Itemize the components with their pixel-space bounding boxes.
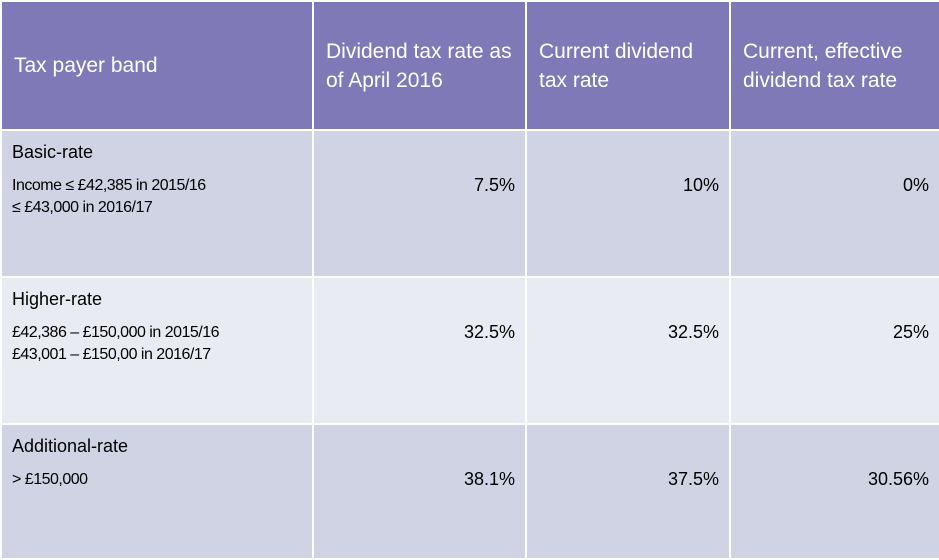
band-name: Basic-rate — [12, 142, 94, 162]
effective-rate-cell: 0% — [731, 131, 939, 276]
band-name: Additional-rate — [12, 436, 129, 456]
header-dividend-rate-april-2016: Dividend tax rate as of April 2016 — [314, 2, 525, 129]
table-row: Basic-rate Income ≤ £42,385 in 2015/16 ≤… — [2, 131, 939, 276]
current-rate-cell: 37.5% — [527, 425, 729, 558]
band-detail: > £150,000 — [12, 471, 88, 488]
table-header: Tax payer band Dividend tax rate as of A… — [2, 2, 939, 129]
current-rate-cell: 32.5% — [527, 278, 729, 423]
header-current-dividend-rate: Current dividend tax rate — [527, 2, 729, 129]
band-detail: Income ≤ £42,385 in 2015/16 ≤ £43,000 in… — [12, 177, 206, 216]
header-tax-payer-band: Tax payer band — [2, 2, 312, 129]
header-effective-dividend-rate: Current, effective dividend tax rate — [731, 2, 939, 129]
rate-april-2016-cell: 38.1% — [314, 425, 525, 558]
table-row: Additional-rate > £150,000 38.1% 37.5% 3… — [2, 425, 939, 558]
rate-april-2016-cell: 7.5% — [314, 131, 525, 276]
table-row: Higher-rate £42,386 – £150,000 in 2015/1… — [2, 278, 939, 423]
band-name: Higher-rate — [12, 289, 103, 309]
band-cell: Basic-rate Income ≤ £42,385 in 2015/16 ≤… — [2, 131, 312, 276]
current-rate-cell: 10% — [527, 131, 729, 276]
header-row: Tax payer band Dividend tax rate as of A… — [2, 2, 939, 129]
effective-rate-cell: 30.56% — [731, 425, 939, 558]
rate-april-2016-cell: 32.5% — [314, 278, 525, 423]
effective-rate-cell: 25% — [731, 278, 939, 423]
band-detail: £42,386 – £150,000 in 2015/16 £43,001 – … — [12, 324, 220, 363]
band-cell: Higher-rate £42,386 – £150,000 in 2015/1… — [2, 278, 312, 423]
band-cell: Additional-rate > £150,000 — [2, 425, 312, 558]
